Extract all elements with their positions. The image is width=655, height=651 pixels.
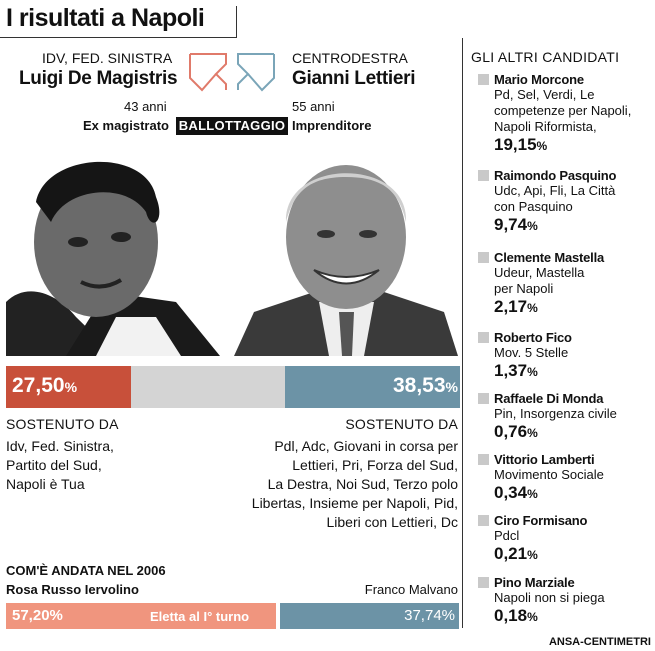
supporter-line: Liberi con Lettieri, Dc — [326, 514, 458, 530]
right-party: CENTRODESTRA — [292, 50, 408, 66]
candidate-item: Pino Marziale Napoli non si piega 0,18% — [478, 575, 653, 627]
candidate-pct: 9,74% — [494, 215, 538, 234]
y2006-left-pct: 57,20% — [12, 607, 63, 624]
candidate-name: Roberto Fico — [478, 330, 653, 345]
candidate-pct: 0,21% — [494, 544, 538, 563]
right-age: 55 anni — [292, 99, 335, 114]
candidate-support: Pin, Insorgenza civile — [494, 406, 617, 421]
candidate-pct: 0,18% — [494, 606, 538, 625]
candidate-name-text: Roberto Fico — [494, 330, 572, 345]
y2006-right-name: Franco Malvano — [364, 582, 458, 597]
candidate-pct: 19,15% — [494, 135, 548, 154]
candidate-pct: 0,34% — [494, 483, 538, 502]
right-pct-bar — [285, 366, 460, 408]
left-party: IDV, FED. SINISTRA — [42, 50, 173, 66]
candidate-support: Udeur, Mastella — [494, 265, 585, 280]
others-title: GLI ALTRI CANDIDATI — [471, 49, 620, 65]
right-candidate-name: Gianni Lettieri — [292, 68, 416, 89]
candidate-name-text: Raimondo Pasquino — [494, 168, 617, 183]
right-supported-list: Pdl, Adc, Giovani in corsa per Lettieri,… — [252, 437, 458, 532]
candidate-pct: 1,37% — [494, 361, 538, 380]
candidate-support: Movimento Sociale — [494, 467, 604, 482]
right-job: Imprenditore — [292, 118, 372, 133]
candidate-name: Raffaele Di Monda — [478, 391, 653, 406]
y2006-left-bar — [6, 603, 276, 629]
candidate-name-text: Ciro Formisano — [494, 513, 588, 528]
y2006-right-pct: 37,74% — [404, 607, 455, 624]
candidate-name: Pino Marziale — [478, 575, 653, 590]
candidate-item: Raimondo Pasquino Udc, Api, Fli, La Città… — [478, 168, 653, 236]
supporter-line: Lettieri, Pri, Forza del Sud, — [292, 457, 458, 473]
left-supported-title: SOSTENUTO DA — [6, 416, 119, 432]
candidate-name: Mario Morcone — [478, 72, 653, 87]
left-job: Ex magistrato — [83, 118, 169, 133]
column-divider — [462, 38, 463, 628]
candidate-name: Clemente Mastella — [478, 250, 653, 265]
credit: ANSA-CENTIMETRI — [548, 636, 651, 648]
candidate-item: Roberto Fico Mov. 5 Stelle 1,37% — [478, 330, 653, 382]
candidate-pct: 2,17% — [494, 297, 538, 316]
bullet-square-icon — [478, 577, 489, 588]
bullet-square-icon — [478, 252, 489, 263]
candidate-support: Mov. 5 Stelle — [494, 345, 569, 360]
left-age: 43 anni — [124, 99, 167, 114]
candidate-pct: 0,76% — [494, 422, 538, 441]
title-divider — [236, 6, 237, 38]
candidate-support: Pdcl — [494, 528, 520, 543]
supporter-line: La Destra, Noi Sud, Terzo polo — [267, 476, 458, 492]
ballottaggio-badge: BALLOTTAGGIO — [176, 117, 288, 135]
candidate-name-text: Mario Morcone — [494, 72, 584, 87]
right-pct-label: 38,53% — [392, 374, 458, 397]
candidate-support: Napoli non si piega — [494, 590, 605, 605]
supporter-line: Napoli è Tua — [6, 476, 85, 492]
supporter-line: Idv, Fed. Sinistra, — [6, 438, 114, 454]
supporter-line: Pdl, Adc, Giovani in corsa per — [274, 438, 458, 454]
candidate-name-text: Raffaele Di Monda — [494, 391, 604, 406]
candidate-support: Pd, Sel, Verdi, Le — [494, 87, 595, 102]
bullet-square-icon — [478, 332, 489, 343]
left-pct-label: 27,50% — [12, 374, 78, 397]
title-underline — [0, 37, 236, 38]
candidate-support: Napoli Riformista, — [494, 119, 597, 134]
candidate-name: Ciro Formisano — [478, 513, 653, 528]
candidate-name: Raimondo Pasquino — [478, 168, 653, 183]
candidate-item: Clemente Mastella Udeur, Mastella per Napo… — [478, 250, 653, 318]
right-candidate-photo — [234, 142, 458, 356]
section-2006-title: COM'È ANDATA NEL 2006 — [6, 563, 166, 578]
candidate-item: Ciro Formisano Pdcl 0,21% — [478, 513, 653, 565]
left-pct-bar — [6, 366, 131, 408]
candidate-support: competenze per Napoli, — [494, 103, 632, 118]
candidate-name-text: Clemente Mastella — [494, 250, 605, 265]
y2006-right-bar — [280, 603, 459, 629]
candidate-item: Mario Morcone Pd, Sel, Verdi, Le competenz… — [478, 72, 653, 156]
right-supported-title: SOSTENUTO DA — [345, 416, 458, 432]
bullet-square-icon — [478, 393, 489, 404]
y2006-left-name: Rosa Russo Iervolino — [6, 582, 139, 597]
candidate-name: Vittorio Lamberti — [478, 452, 653, 467]
bullet-square-icon — [478, 454, 489, 465]
supporter-line: Libertas, Insieme per Napoli, Pid, — [251, 495, 458, 511]
candidate-support: con Pasquino — [494, 199, 573, 214]
y2006-left-note: Eletta al I° turno — [150, 609, 250, 624]
left-supported-list: Idv, Fed. Sinistra, Partito del Sud, Nap… — [6, 437, 114, 494]
candidate-item: Raffaele Di Monda Pin, Insorgenza civile 0… — [478, 391, 653, 443]
left-candidate-photo — [6, 142, 220, 356]
candidate-item: Vittorio Lamberti Movimento Sociale 0,34% — [478, 452, 653, 504]
bullet-square-icon — [478, 170, 489, 181]
candidate-name-text: Vittorio Lamberti — [494, 452, 595, 467]
candidate-support: per Napoli — [494, 281, 554, 296]
candidate-support: Udc, Api, Fli, La Città — [494, 183, 616, 198]
bullet-square-icon — [478, 515, 489, 526]
supporter-line: Partito del Sud, — [6, 457, 102, 473]
swap-arrows-icon — [189, 53, 275, 92]
candidate-name-text: Pino Marziale — [494, 575, 575, 590]
bullet-square-icon — [478, 74, 489, 85]
left-candidate-name: Luigi De Magistris — [19, 68, 178, 89]
page-title: I risultati a Napoli — [6, 4, 205, 32]
